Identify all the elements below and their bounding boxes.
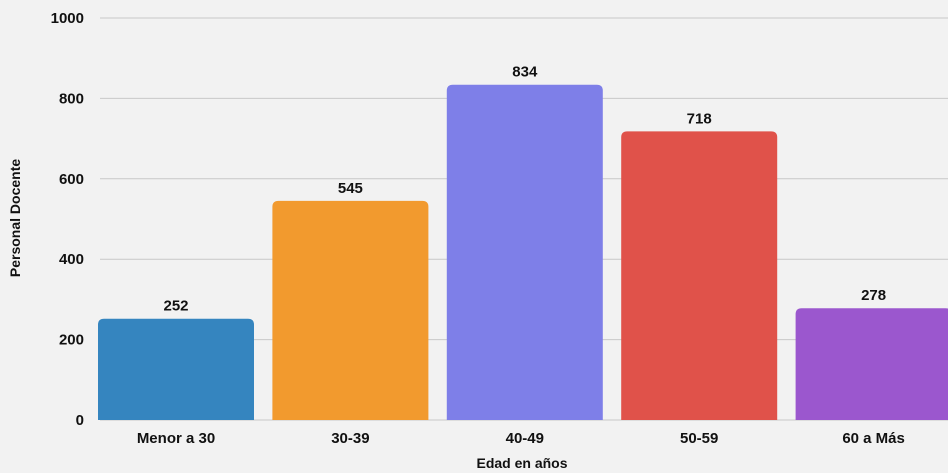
y-tick-label: 0 [76,412,84,429]
y-tick-label: 1000 [51,10,84,27]
y-tick-label: 800 [59,90,84,107]
bar-2 [446,84,603,421]
bar-4 [795,308,948,420]
bar-3 [621,131,778,420]
x-tick-label: 60 a Más [842,430,905,447]
bar-0 [98,318,254,420]
y-tick-label: 600 [59,171,84,188]
y-tick-label: 200 [59,332,84,349]
bar-value-label: 278 [861,287,886,304]
bar-value-label: 718 [687,110,712,127]
bar-value-label: 545 [338,180,363,197]
y-axis-ticks: 0 200 400 600 800 1000 [51,10,84,429]
bar-value-label: 834 [512,64,538,81]
bar-value-label: 252 [163,298,188,315]
x-tick-label: 40-49 [506,430,544,447]
bar-1 [272,200,429,420]
y-tick-label: 400 [59,251,84,268]
bars [98,84,948,421]
x-tick-label: Menor a 30 [137,430,215,447]
y-axis-title: Personal Docente [7,159,23,277]
x-axis-ticks: Menor a 30 30-39 40-49 50-59 60 a Más [137,430,905,447]
value-labels: 252 545 834 718 278 [163,64,886,315]
x-tick-label: 50-59 [680,430,718,447]
x-tick-label: 30-39 [331,430,369,447]
x-axis-title: Edad en años [476,455,567,471]
